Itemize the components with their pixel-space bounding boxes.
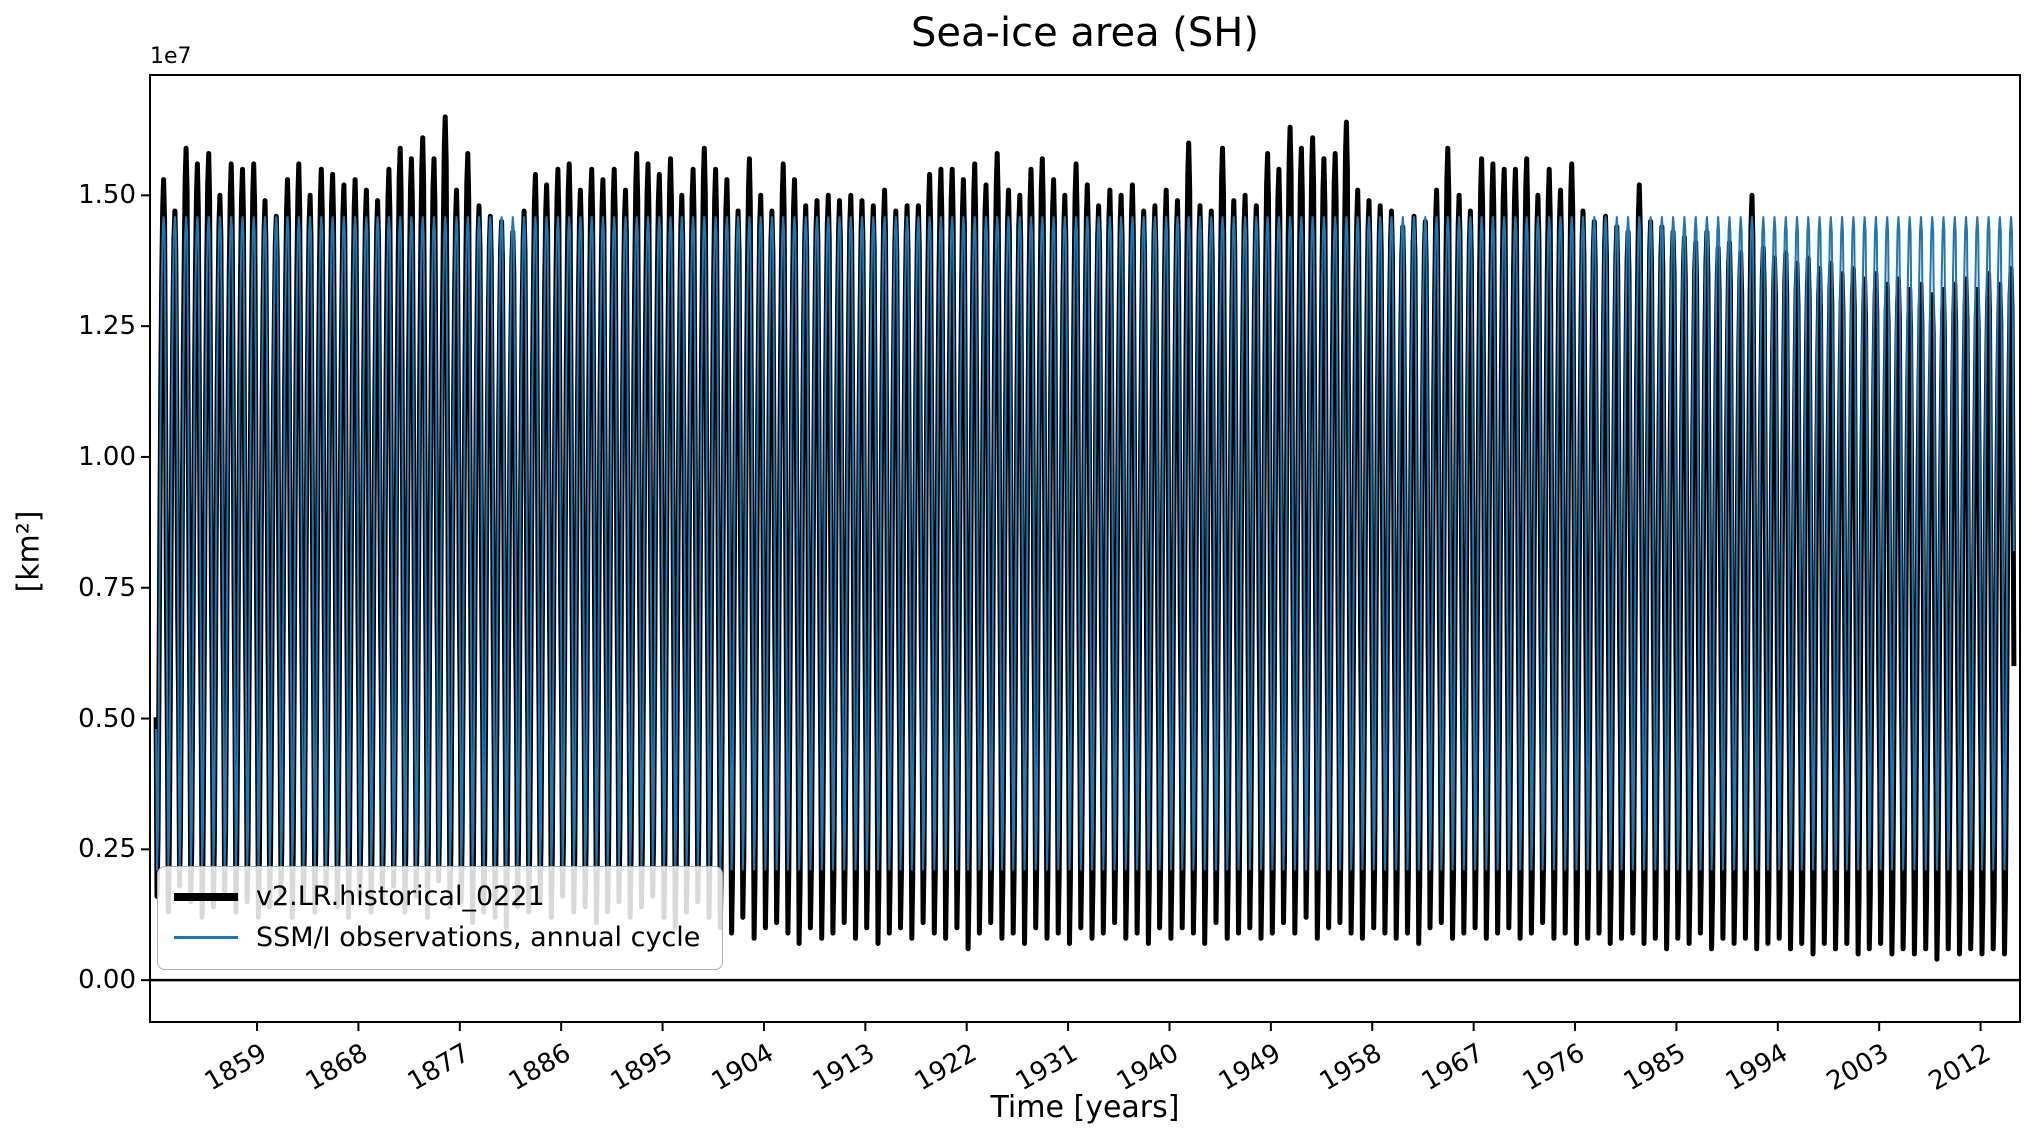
legend-entry-model: v2.LR.historical_0221	[174, 881, 700, 912]
y-axis-offset-text: 1e7	[150, 44, 192, 69]
y-tick-label: 1.00	[78, 441, 136, 472]
y-tick-label: 0.00	[78, 965, 136, 996]
legend-entry-observations: SSM/I observations, annual cycle	[174, 922, 700, 953]
legend: v2.LR.historical_0221 SSM/I observations…	[157, 866, 724, 970]
chart-title: Sea-ice area (SH)	[911, 10, 1259, 56]
y-tick-label: 0.50	[78, 703, 136, 734]
axes-spines	[149, 74, 2021, 1023]
y-axis-label: [km²]	[11, 510, 47, 593]
y-tick-label: 1.50	[78, 180, 136, 211]
y-tick-label: 1.25	[78, 311, 136, 342]
y-tick-label: 0.25	[78, 834, 136, 865]
x-axis-label: Time [years]	[990, 1090, 1180, 1125]
y-tick-label: 0.75	[78, 572, 136, 603]
legend-line-sample-observations	[174, 936, 238, 939]
legend-label-model: v2.LR.historical_0221	[256, 881, 545, 912]
observations-series-line	[155, 216, 2015, 871]
legend-label-observations: SSM/I observations, annual cycle	[256, 922, 701, 953]
legend-line-sample-model	[174, 892, 238, 901]
